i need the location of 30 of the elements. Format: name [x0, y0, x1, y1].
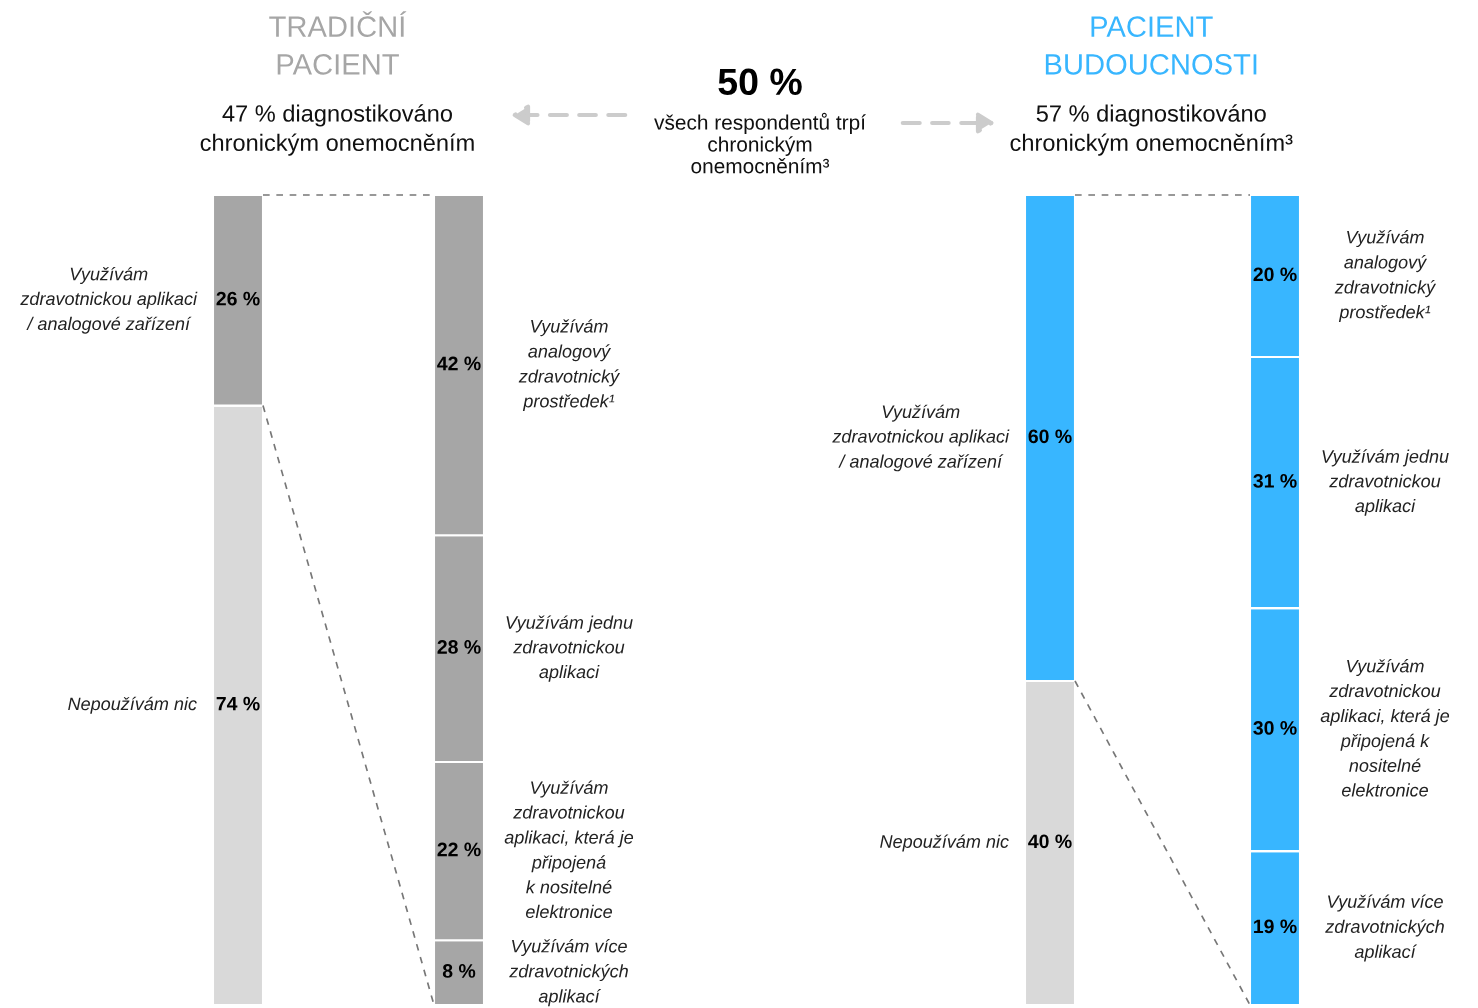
series-label: Využívám zdravotnickou aplikaci / analogové zařízení: [832, 404, 1010, 472]
series-label: Využívám více zdravotnických aplikací: [509, 939, 628, 1007]
data-label: 42 %: [437, 356, 481, 371]
series-label: Využívám zdravotnickou aplikaci, která je připojená k nositelné elektronice: [504, 780, 634, 919]
data-label: 31 %: [1253, 474, 1297, 488]
data-label: 60 %: [1028, 429, 1072, 444]
data-label: 22 %: [437, 842, 481, 857]
series-label: Nepoužívám nic: [68, 696, 197, 714]
text: TRADIČNÍ PACIENT: [269, 11, 407, 75]
text: 47 % diagnostikováno chronickým onemocněním: [200, 104, 474, 156]
data-label: 74 %: [216, 696, 260, 711]
data-label: 8 %: [442, 964, 476, 978]
text: 57 % diagnostikováno chronickým onemocněním³: [1010, 104, 1293, 156]
series-label: Využívám analogový zdravotnický prostředek¹: [518, 319, 621, 412]
series-label: Využívám zdravotnickou aplikaci / analogové zařízení: [20, 266, 198, 334]
data-label: 30 %: [1253, 721, 1297, 735]
data-label: 26 %: [216, 291, 260, 306]
series-label: Nepoužívám nic: [880, 834, 1009, 852]
data-label: 28 %: [437, 640, 481, 654]
text: všech respondentů trpí chronickým onemocněním³: [654, 112, 866, 174]
series-label: Využívám analogový zdravotnický prostředek¹: [1334, 230, 1437, 322]
data-label: 40 %: [1028, 834, 1072, 849]
series-label: Využívám zdravotnickou aplikaci, která je připojená k nositelné elektronice: [1320, 659, 1450, 797]
series-label: Využívám jednu zdravotnickou aplikaci: [1322, 449, 1449, 516]
text: 50 %: [718, 68, 802, 96]
data-label: 19 %: [1254, 919, 1297, 934]
text: PACIENT BUDOUCNOSTI: [1045, 16, 1257, 75]
series-label: Využívám jednu zdravotnickou aplikaci: [506, 615, 633, 682]
data-label: 20 %: [1253, 267, 1297, 282]
series-label: Využívám více zdravotnických aplikací: [1325, 894, 1444, 962]
